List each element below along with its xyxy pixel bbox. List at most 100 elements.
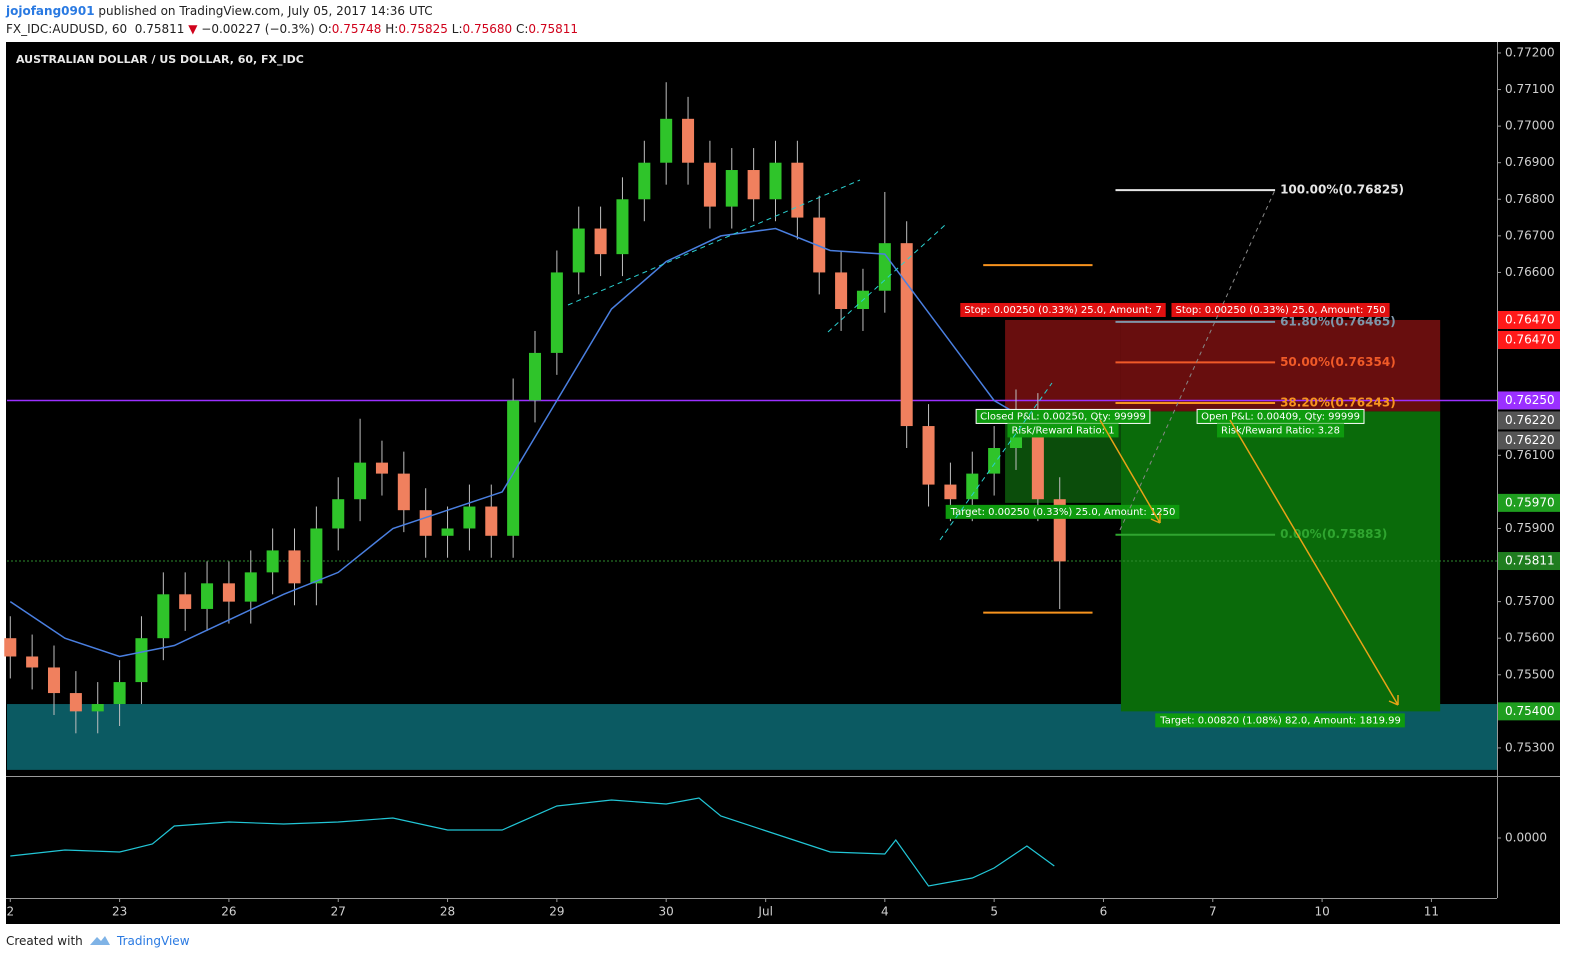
x-tick-label: 11 bbox=[1424, 905, 1439, 919]
x-tick-label: 27 bbox=[331, 905, 346, 919]
candle-body bbox=[878, 243, 891, 291]
candle-body bbox=[550, 272, 563, 353]
candle-body bbox=[813, 217, 826, 273]
candle-body bbox=[572, 228, 585, 273]
user[interactable]: jojofang0901 bbox=[6, 4, 95, 18]
candle-body bbox=[638, 162, 651, 200]
fib-label: 38.20%(0.76243) bbox=[1280, 396, 1396, 410]
l-key: L: bbox=[451, 22, 463, 36]
candle-body bbox=[26, 656, 39, 668]
price-badge bbox=[1498, 431, 1560, 450]
candle-body bbox=[91, 704, 104, 712]
candle-body bbox=[113, 682, 126, 705]
position-label: Risk/Reward Ratio: 1 bbox=[1007, 423, 1119, 438]
x-tick-label: 10 bbox=[1314, 905, 1329, 919]
y-tick-label: 0.77100 bbox=[1505, 82, 1555, 96]
y-tick-label: 0.76100 bbox=[1505, 448, 1555, 462]
y-tick-label: 0.75900 bbox=[1505, 521, 1555, 535]
published: published on TradingView.com, July 05, 2… bbox=[98, 4, 433, 18]
header: jojofang0901 published on TradingView.co… bbox=[0, 0, 1573, 42]
candle-body bbox=[594, 228, 607, 255]
candle-body bbox=[4, 638, 17, 657]
price-badge-label: 0.76250 bbox=[1505, 393, 1555, 407]
l-val: 0.75680 bbox=[462, 22, 513, 36]
label-box bbox=[1007, 423, 1119, 438]
candle-body bbox=[47, 667, 61, 694]
label-text: Target: 0.00250 (0.33%) 25.0, Amount: 12… bbox=[950, 507, 1176, 518]
trend-line bbox=[567, 179, 861, 306]
candle-body bbox=[791, 162, 804, 218]
candle-body bbox=[354, 462, 367, 500]
front-layer: 100.00%(0.76825)61.80%(0.76465)50.00%(0.… bbox=[6, 45, 1560, 919]
candle-body bbox=[135, 638, 148, 683]
created-with: Created with bbox=[6, 934, 83, 948]
candle-body bbox=[944, 484, 957, 500]
fib-label: 61.80%(0.76465) bbox=[1280, 314, 1396, 328]
fib-label: 0.00%(0.75883) bbox=[1280, 527, 1387, 541]
candle-body bbox=[201, 583, 214, 609]
position-label: Open P&L: 0.00409, Qty: 99999 bbox=[1196, 408, 1365, 424]
x-tick-label: 28 bbox=[440, 905, 455, 919]
x-tick-label: 29 bbox=[549, 905, 564, 919]
price-badge-label: 0.76220 bbox=[1505, 433, 1555, 447]
arrow bbox=[1099, 419, 1161, 524]
candle-body bbox=[900, 243, 913, 427]
candle-body bbox=[660, 118, 673, 163]
candle-body bbox=[441, 528, 454, 536]
x-tick-label: 30 bbox=[659, 905, 674, 919]
logo-shape bbox=[90, 936, 110, 945]
o-val: 0.75748 bbox=[331, 22, 382, 36]
label-box bbox=[945, 504, 1180, 519]
candle-body bbox=[310, 528, 323, 584]
brand[interactable]: TradingView bbox=[117, 934, 190, 948]
arrow bbox=[1229, 419, 1399, 706]
osc-y-tick-label: 0.0000 bbox=[1505, 831, 1547, 845]
candle-body bbox=[179, 594, 192, 609]
candle-body bbox=[769, 162, 782, 200]
candle-body bbox=[69, 693, 82, 712]
position-label: Stop: 0.00250 (0.33%) 25.0, Amount: 7 bbox=[960, 302, 1166, 317]
y-tick-label: 0.77000 bbox=[1505, 119, 1555, 133]
y-tick-label: 0.76700 bbox=[1505, 228, 1555, 242]
y-tick-label: 0.75500 bbox=[1505, 667, 1555, 681]
chart: AUSTRALIAN DOLLAR / US DOLLAR, 60, FX_ID… bbox=[4, 42, 1560, 924]
y-tick-label: 0.76900 bbox=[1505, 155, 1555, 169]
label-text: Risk/Reward Ratio: 3.28 bbox=[1221, 425, 1340, 436]
label-box bbox=[1217, 423, 1345, 438]
candle-body bbox=[266, 550, 279, 573]
c-val: 0.75811 bbox=[528, 22, 578, 36]
y-tick-label: 0.77200 bbox=[1505, 45, 1555, 59]
label-text: Stop: 0.00250 (0.33%) 25.0, Amount: 750 bbox=[1175, 305, 1385, 316]
price-badge-label: 0.76220 bbox=[1505, 413, 1555, 427]
position-label: Risk/Reward Ratio: 3.28 bbox=[1217, 423, 1345, 438]
x-tick-label: 23 bbox=[112, 905, 127, 919]
arrow-head bbox=[1150, 513, 1161, 524]
candle-body bbox=[375, 462, 388, 474]
label-text: Closed P&L: 0.00250, Qty: 99999 bbox=[980, 411, 1146, 422]
arrow-head bbox=[1388, 695, 1399, 706]
position-label: Target: 0.00250 (0.33%) 25.0, Amount: 12… bbox=[945, 504, 1180, 519]
position-label: Stop: 0.00250 (0.33%) 25.0, Amount: 750 bbox=[1171, 302, 1390, 317]
symbol: FX_IDC:AUDUSD, 60 bbox=[6, 22, 128, 36]
footer: Created with TradingView bbox=[0, 924, 1573, 962]
publish-line: jojofang0901 published on TradingView.co… bbox=[6, 4, 433, 18]
moving-average bbox=[9, 227, 1039, 658]
candle-body bbox=[988, 448, 1001, 474]
h-val: 0.75825 bbox=[398, 22, 448, 36]
o-key: O: bbox=[318, 22, 332, 36]
candle-body bbox=[157, 594, 170, 639]
price-badge-label: 0.75811 bbox=[1505, 554, 1555, 568]
x-tick-label: Jul bbox=[757, 905, 772, 919]
candle-body bbox=[703, 162, 716, 207]
fib-label: 100.00%(0.76825) bbox=[1280, 183, 1404, 197]
price-badge bbox=[1498, 493, 1560, 512]
stop-zone bbox=[1120, 319, 1441, 412]
price-badge-label: 0.76470 bbox=[1505, 332, 1555, 346]
candle-body bbox=[747, 170, 760, 200]
label-text: Open P&L: 0.00409, Qty: 99999 bbox=[1201, 411, 1360, 422]
last: 0.75811 bbox=[134, 22, 185, 36]
candle-body bbox=[419, 510, 432, 536]
c-key: C: bbox=[515, 22, 529, 36]
x-tick-label: 2 bbox=[6, 905, 14, 919]
price-badge bbox=[1498, 310, 1560, 329]
